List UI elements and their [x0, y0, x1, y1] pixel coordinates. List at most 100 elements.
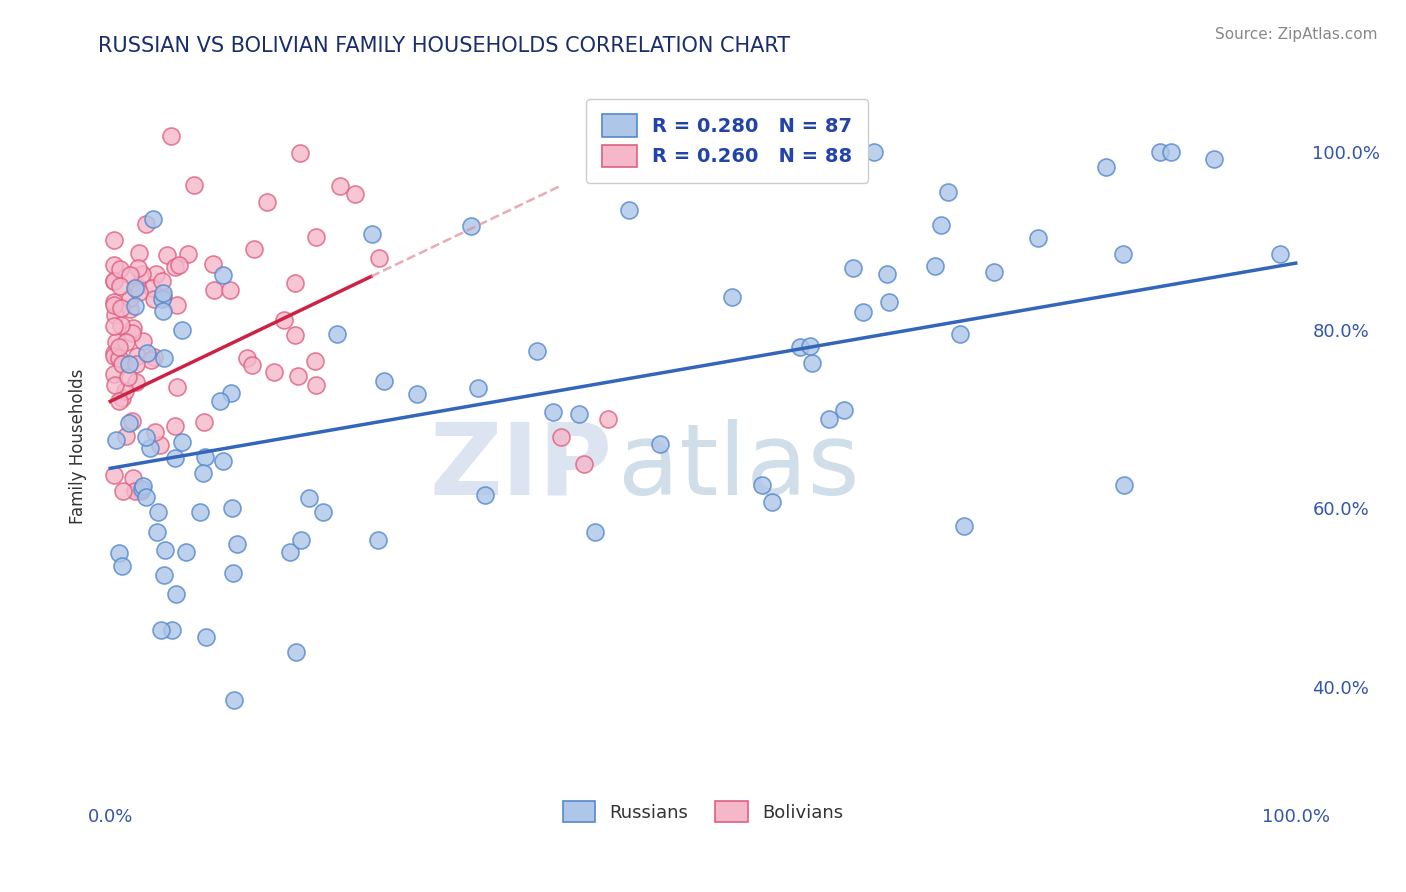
Text: ZIP: ZIP — [429, 419, 613, 516]
Point — [1026, 231, 1049, 245]
Point — [1112, 246, 1135, 260]
Point — [118, 357, 141, 371]
Point — [801, 356, 824, 370]
Point — [329, 179, 352, 194]
Point — [165, 419, 187, 434]
Point — [136, 346, 159, 360]
Point — [263, 365, 285, 379]
Point — [152, 292, 174, 306]
Point — [273, 312, 295, 326]
Point — [226, 536, 249, 550]
Point — [149, 438, 172, 452]
Point — [191, 466, 214, 480]
Point — [208, 393, 231, 408]
Point — [118, 291, 141, 305]
Point — [162, 623, 184, 637]
Point — [224, 693, 246, 707]
Point — [174, 545, 197, 559]
Point — [125, 375, 148, 389]
Point — [103, 294, 125, 309]
Point — [541, 405, 564, 419]
Point — [284, 327, 307, 342]
Point — [842, 261, 865, 276]
Point — [152, 351, 174, 365]
Point — [877, 295, 900, 310]
Point — [124, 281, 146, 295]
Point — [952, 519, 974, 533]
Point — [761, 495, 783, 509]
Point — [108, 546, 131, 560]
Point — [104, 309, 127, 323]
Point — [163, 260, 186, 274]
Point — [108, 340, 131, 354]
Point — [110, 318, 132, 332]
Point — [721, 290, 744, 304]
Y-axis label: Family Households: Family Households — [69, 368, 87, 524]
Point — [467, 381, 489, 395]
Point — [121, 471, 143, 485]
Point — [143, 425, 166, 440]
Point — [256, 194, 278, 209]
Point — [107, 351, 129, 366]
Point — [104, 334, 127, 349]
Point — [139, 352, 162, 367]
Point — [194, 630, 217, 644]
Point — [163, 451, 186, 466]
Point — [221, 501, 243, 516]
Point — [108, 393, 131, 408]
Point — [406, 387, 429, 401]
Point — [598, 412, 620, 426]
Point — [1112, 478, 1135, 492]
Point — [1202, 152, 1225, 166]
Point — [1149, 145, 1171, 159]
Point — [108, 261, 131, 276]
Point — [311, 505, 333, 519]
Legend: Russians, Bolivians: Russians, Bolivians — [548, 787, 858, 837]
Point — [139, 441, 162, 455]
Point — [146, 524, 169, 539]
Point — [118, 301, 141, 316]
Point — [111, 391, 134, 405]
Point — [574, 457, 596, 471]
Point — [142, 292, 165, 306]
Point — [152, 290, 174, 304]
Point — [219, 385, 242, 400]
Point — [141, 281, 163, 295]
Point — [1095, 161, 1118, 175]
Point — [103, 274, 125, 288]
Point — [619, 203, 641, 218]
Text: Source: ZipAtlas.com: Source: ZipAtlas.com — [1215, 27, 1378, 42]
Point — [832, 403, 855, 417]
Point — [115, 334, 138, 349]
Point — [583, 524, 606, 539]
Point — [165, 587, 187, 601]
Point — [236, 351, 259, 365]
Point — [103, 468, 125, 483]
Point — [460, 219, 482, 234]
Point — [284, 645, 307, 659]
Point — [125, 357, 148, 371]
Point — [344, 186, 367, 201]
Point — [117, 369, 139, 384]
Point — [924, 259, 946, 273]
Point — [131, 482, 153, 496]
Point — [129, 483, 152, 498]
Point — [145, 268, 167, 282]
Point — [135, 490, 157, 504]
Point — [111, 558, 134, 573]
Point — [128, 245, 150, 260]
Point — [135, 430, 157, 444]
Point — [202, 283, 225, 297]
Point — [287, 369, 309, 384]
Point — [103, 318, 125, 333]
Point — [110, 357, 132, 371]
Point — [474, 488, 496, 502]
Point — [127, 279, 149, 293]
Point — [127, 261, 149, 276]
Point — [128, 285, 150, 300]
Point — [148, 505, 170, 519]
Point — [125, 349, 148, 363]
Point — [862, 145, 884, 159]
Point — [110, 301, 132, 315]
Point — [278, 545, 301, 559]
